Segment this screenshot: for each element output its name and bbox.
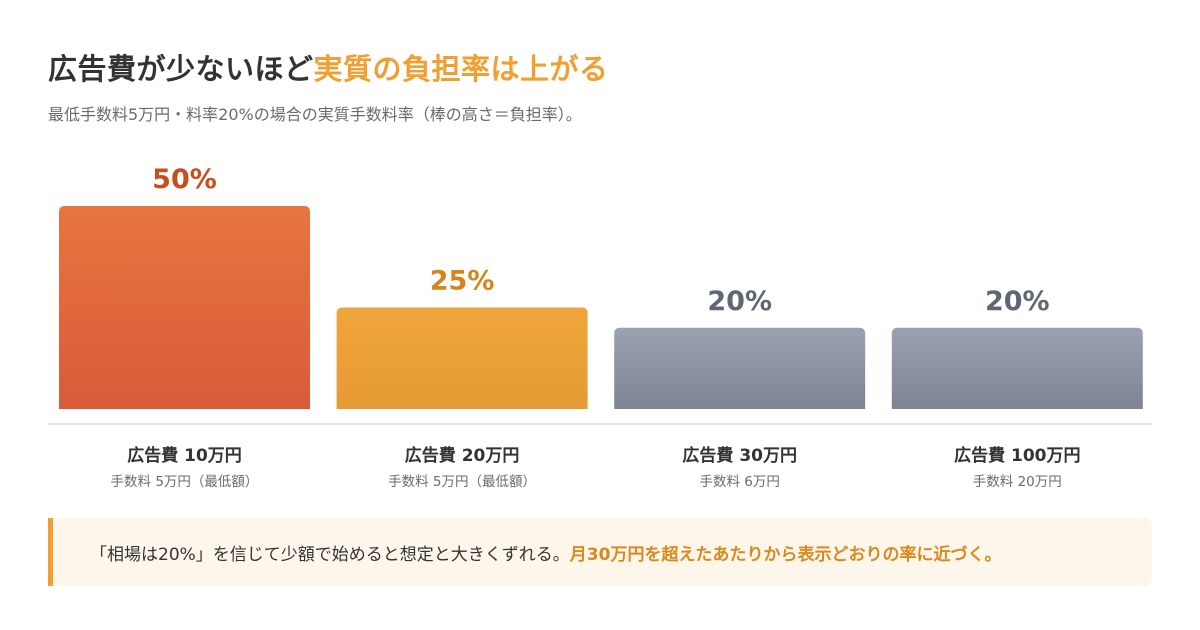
category-label: 広告費 30万円 [682,445,797,466]
category-sublabel: 手数料 6万円 [700,474,780,490]
category-sublabel: 手数料 5万円（最低額） [111,474,259,490]
category-label: 広告費 20万円 [405,445,520,466]
category-label: 広告費 10万円 [127,445,242,466]
bar-value-label: 25% [430,266,495,297]
bar [891,327,1143,409]
category-sublabel: 手数料 5万円（最低額） [388,474,536,490]
note-emphasis: 月30万円を超えたあたりから表示どおりの率に近づく。 [569,544,1002,565]
bar-chart: 50% 広告費 10万円手数料 5万円（最低額） 25% 広告費 20万円手数料 5万… [48,164,1152,490]
bar [336,307,588,409]
bar-value-label: 50% [152,164,217,195]
callout-note: 「相場は20%」を信じて少額で始めると想定と大きくずれる。 月30万円を超えたあた… [48,518,1152,586]
bar-value-label: 20% [707,286,772,317]
bar [59,206,310,409]
bar-value-label: 20% [985,286,1050,317]
category-sublabel: 手数料 20万円 [973,474,1062,490]
note-text: 「相場は20%」を信じて少額で始めると想定と大きくずれる。 [90,544,570,565]
page-subtitle: 最低手数料5万円・料率20%の場合の実質手数料率（棒の高さ＝負担率）。 [48,105,582,124]
title-main: 広告費が少ないほど [48,52,314,86]
page-title: 広告費が少ないほど実質の負担率は上がる [48,46,609,88]
category-label: 広告費 100万円 [954,445,1080,466]
title-accent: 実質の負担率は上がる [313,52,609,86]
bar [614,327,866,409]
